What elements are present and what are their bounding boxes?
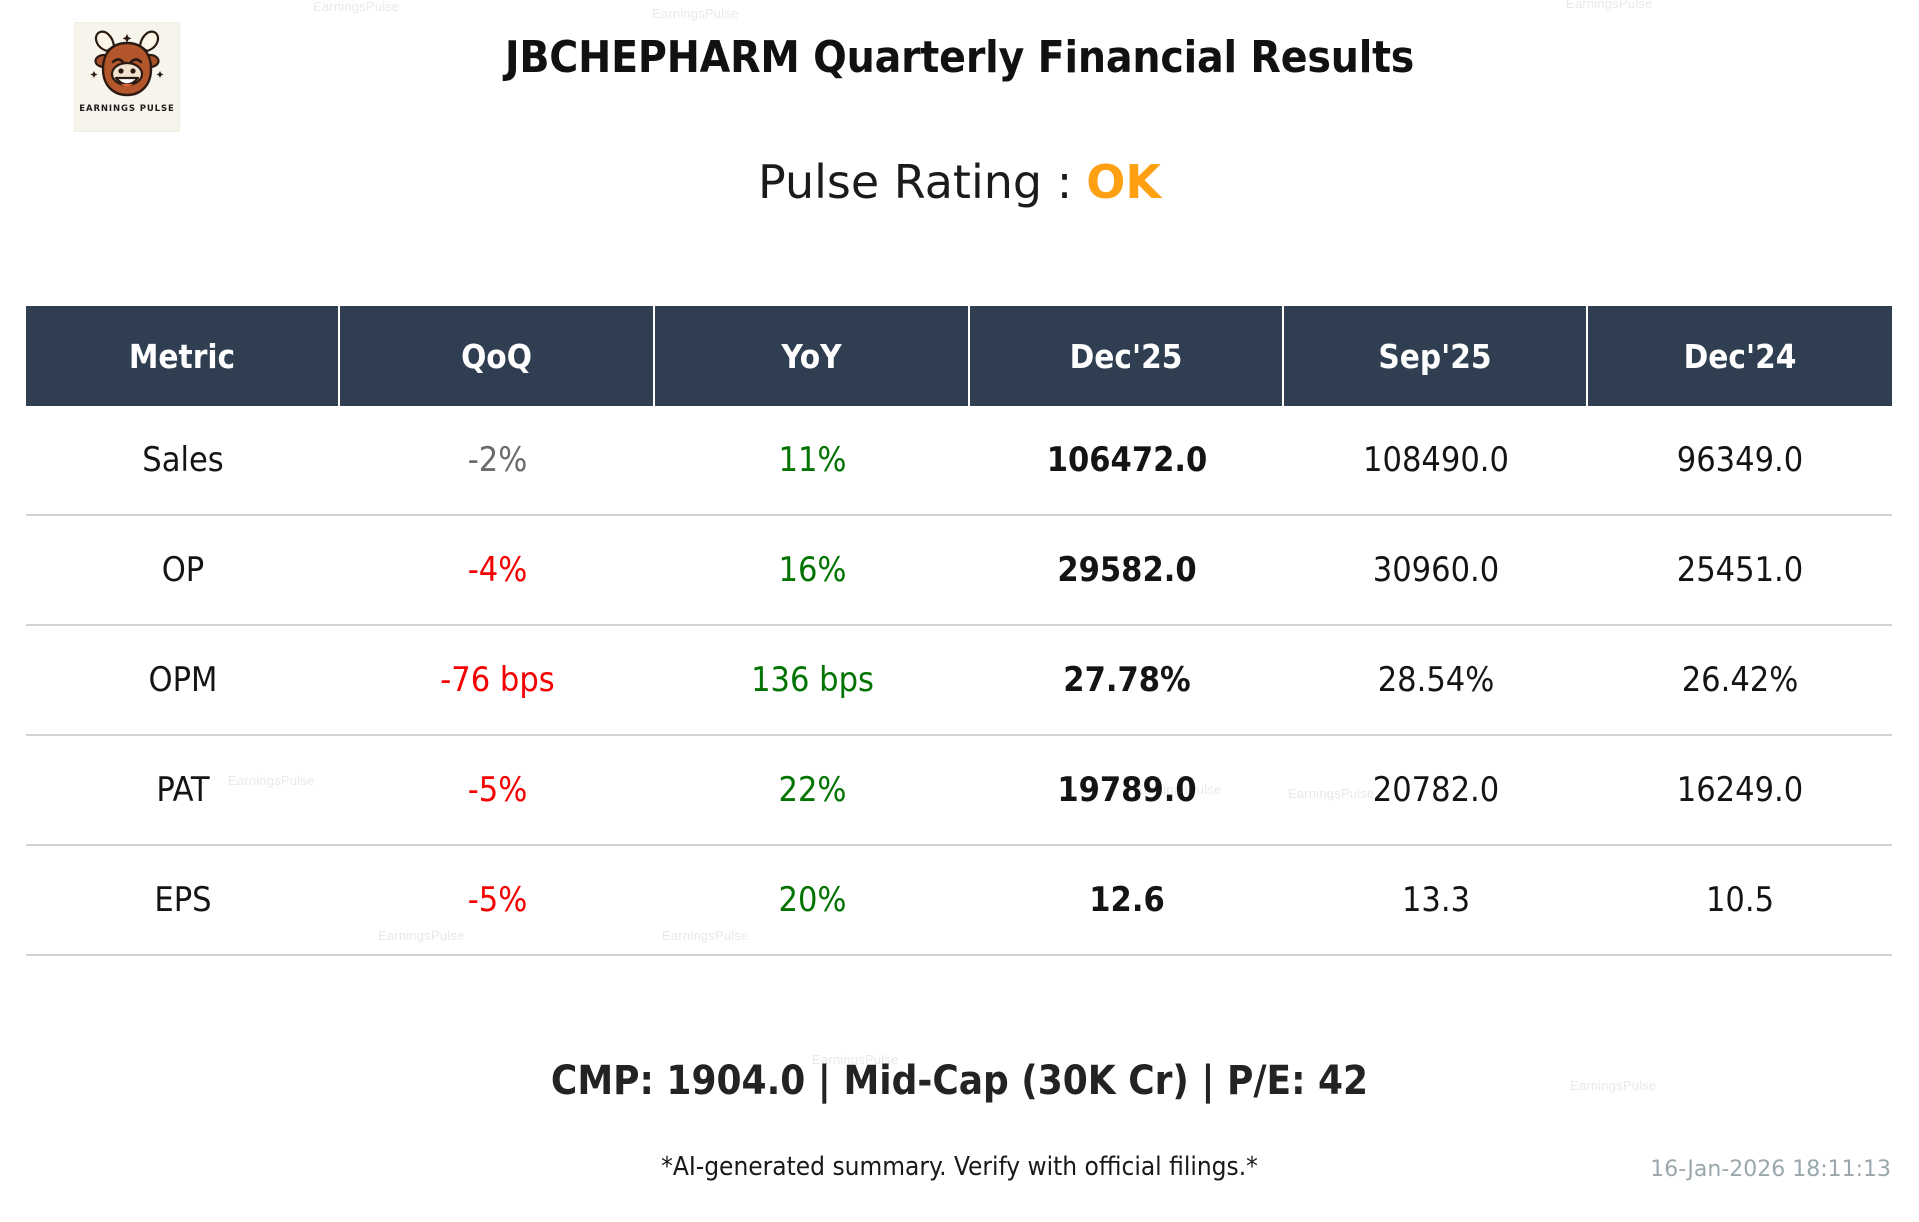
watermark: EarningsPulse bbox=[662, 928, 749, 943]
cell-prev-year: 10.5 bbox=[1705, 880, 1775, 920]
cell-yoy: 11% bbox=[778, 440, 847, 480]
cell-yoy: 136 bps bbox=[751, 660, 874, 700]
cell-prev-year: 96349.0 bbox=[1676, 440, 1804, 480]
cell-yoy: 22% bbox=[778, 770, 847, 810]
pulse-rating: Pulse Rating : OK bbox=[0, 155, 1919, 209]
column-header-qoq: QoQ bbox=[340, 306, 655, 406]
earnings-pulse-logo: EARNINGS PULSE bbox=[74, 22, 180, 132]
cell-qoq: -2% bbox=[467, 440, 528, 480]
table-row: PAT -5% 22% 19789.0 20782.0 16249.0 bbox=[26, 736, 1892, 846]
cell-prev-quarter: 13.3 bbox=[1401, 880, 1471, 920]
cell-metric: OP bbox=[161, 550, 205, 590]
cell-current: 12.6 bbox=[1089, 880, 1165, 920]
financial-results-table: Metric QoQ YoY Dec'25 Sep'25 Dec'24 Sale… bbox=[26, 306, 1892, 956]
cell-prev-year: 26.42% bbox=[1681, 660, 1799, 700]
pulse-rating-label: Pulse Rating : bbox=[758, 155, 1073, 209]
watermark: EarningsPulse bbox=[1566, 0, 1653, 11]
pulse-rating-value: OK bbox=[1086, 155, 1161, 209]
watermark: EarningsPulse bbox=[313, 0, 400, 14]
cell-current: 27.78% bbox=[1063, 660, 1191, 700]
watermark: EarningsPulse bbox=[1570, 1078, 1657, 1093]
column-header-prev-q: Sep'25 bbox=[1284, 306, 1588, 406]
cell-current: 19789.0 bbox=[1057, 770, 1197, 810]
column-header-current: Dec'25 bbox=[970, 306, 1284, 406]
bull-head-icon bbox=[90, 30, 164, 97]
table-row: OPM -76 bps 136 bps 27.78% 28.54% 26.42% bbox=[26, 626, 1892, 736]
cell-yoy: 16% bbox=[778, 550, 847, 590]
cell-qoq: -76 bps bbox=[440, 660, 555, 700]
cell-prev-quarter: 28.54% bbox=[1377, 660, 1495, 700]
watermark: EarningsPulse bbox=[812, 1052, 899, 1067]
table-row: OP -4% 16% 29582.0 30960.0 25451.0 bbox=[26, 516, 1892, 626]
cell-current: 29582.0 bbox=[1057, 550, 1197, 590]
watermark: EarningsPulse bbox=[1135, 782, 1222, 797]
disclaimer-text: *AI-generated summary. Verify with offic… bbox=[661, 1152, 1258, 1182]
table-header-row: Metric QoQ YoY Dec'25 Sep'25 Dec'24 bbox=[26, 306, 1892, 406]
cmp-summary: CMP: 1904.0 | Mid-Cap (30K Cr) | P/E: 42 bbox=[550, 1058, 1369, 1104]
cell-metric: PAT bbox=[156, 770, 210, 810]
watermark: EarningsPulse bbox=[652, 6, 739, 21]
cell-prev-quarter: 20782.0 bbox=[1372, 770, 1500, 810]
table-body: Sales -2% 11% 106472.0 108490.0 96349.0 OP -4% 1… bbox=[26, 406, 1892, 956]
cell-prev-quarter: 30960.0 bbox=[1372, 550, 1500, 590]
column-header-yoy: YoY bbox=[655, 306, 970, 406]
cell-metric: EPS bbox=[154, 880, 212, 920]
cell-prev-quarter: 108490.0 bbox=[1363, 440, 1509, 480]
cell-metric: OPM bbox=[148, 660, 218, 700]
cell-yoy: 20% bbox=[778, 880, 847, 920]
cell-qoq: -5% bbox=[467, 880, 528, 920]
cell-prev-year: 25451.0 bbox=[1676, 550, 1804, 590]
cell-current: 106472.0 bbox=[1046, 440, 1208, 480]
cell-qoq: -5% bbox=[467, 770, 528, 810]
watermark: EarningsPulse bbox=[378, 928, 465, 943]
logo-caption: EARNINGS PULSE bbox=[79, 104, 175, 114]
cell-prev-year: 16249.0 bbox=[1676, 770, 1804, 810]
table-row: EPS -5% 20% 12.6 13.3 10.5 bbox=[26, 846, 1892, 956]
timestamp: 16-Jan-2026 18:11:13 bbox=[1650, 1157, 1891, 1182]
cell-metric: Sales bbox=[142, 440, 224, 480]
column-header-prev-y: Dec'24 bbox=[1683, 336, 1797, 376]
watermark: EarningsPulse bbox=[228, 773, 315, 788]
table-row: Sales -2% 11% 106472.0 108490.0 96349.0 bbox=[26, 406, 1892, 516]
watermark: EarningsPulse bbox=[1288, 786, 1375, 801]
page-title: JBCHEPHARM Quarterly Financial Results bbox=[504, 32, 1415, 83]
cell-qoq: -4% bbox=[467, 550, 528, 590]
column-header-metric: Metric bbox=[26, 306, 340, 406]
